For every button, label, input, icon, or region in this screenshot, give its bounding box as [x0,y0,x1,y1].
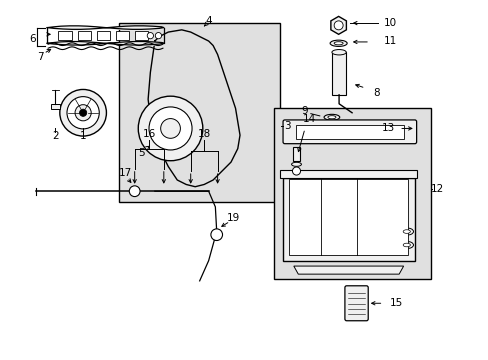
Circle shape [149,107,192,150]
Circle shape [75,105,91,121]
Circle shape [60,89,106,136]
Bar [51,104,60,109]
Circle shape [292,167,300,175]
Ellipse shape [324,114,339,120]
Bar [280,170,416,178]
Bar [115,31,129,40]
FancyBboxPatch shape [283,120,416,144]
Text: 16: 16 [142,129,155,139]
Polygon shape [330,17,346,34]
Circle shape [67,96,99,129]
Text: 1: 1 [80,131,86,141]
Ellipse shape [399,228,413,235]
Bar [134,31,148,40]
Ellipse shape [329,40,346,46]
Text: 18: 18 [197,129,210,139]
Text: 12: 12 [430,184,443,194]
Bar [119,23,280,202]
Text: 13: 13 [381,123,394,134]
Text: 2: 2 [52,131,59,141]
Text: 4: 4 [205,16,211,26]
Text: 19: 19 [226,213,240,223]
Ellipse shape [403,230,409,233]
Text: 10: 10 [383,18,396,28]
Circle shape [147,32,153,39]
Bar [96,31,110,40]
Bar [295,125,403,139]
Circle shape [138,96,203,161]
Ellipse shape [403,243,409,247]
Ellipse shape [331,50,346,55]
Circle shape [210,229,222,240]
Text: 3: 3 [283,121,290,131]
Bar [78,31,91,40]
Text: 8: 8 [373,87,379,98]
Ellipse shape [333,42,343,45]
Text: 14: 14 [302,114,315,125]
Bar [273,108,429,279]
Text: 11: 11 [383,36,396,46]
Text: 17: 17 [119,168,132,178]
FancyBboxPatch shape [344,286,367,321]
Circle shape [333,21,343,30]
Bar [331,52,346,95]
Ellipse shape [291,162,301,166]
Text: 9: 9 [301,105,308,116]
Circle shape [161,118,180,138]
Ellipse shape [327,116,335,119]
Bar [282,178,414,261]
Text: 7: 7 [37,52,44,62]
Bar [59,31,72,40]
Bar [292,147,299,161]
Text: 5: 5 [138,148,144,158]
Text: 15: 15 [388,298,402,308]
Circle shape [129,186,140,197]
Circle shape [155,32,161,39]
Bar [289,179,407,255]
Polygon shape [293,266,403,274]
Ellipse shape [399,242,413,249]
Text: 6: 6 [30,34,36,44]
Circle shape [80,109,86,116]
